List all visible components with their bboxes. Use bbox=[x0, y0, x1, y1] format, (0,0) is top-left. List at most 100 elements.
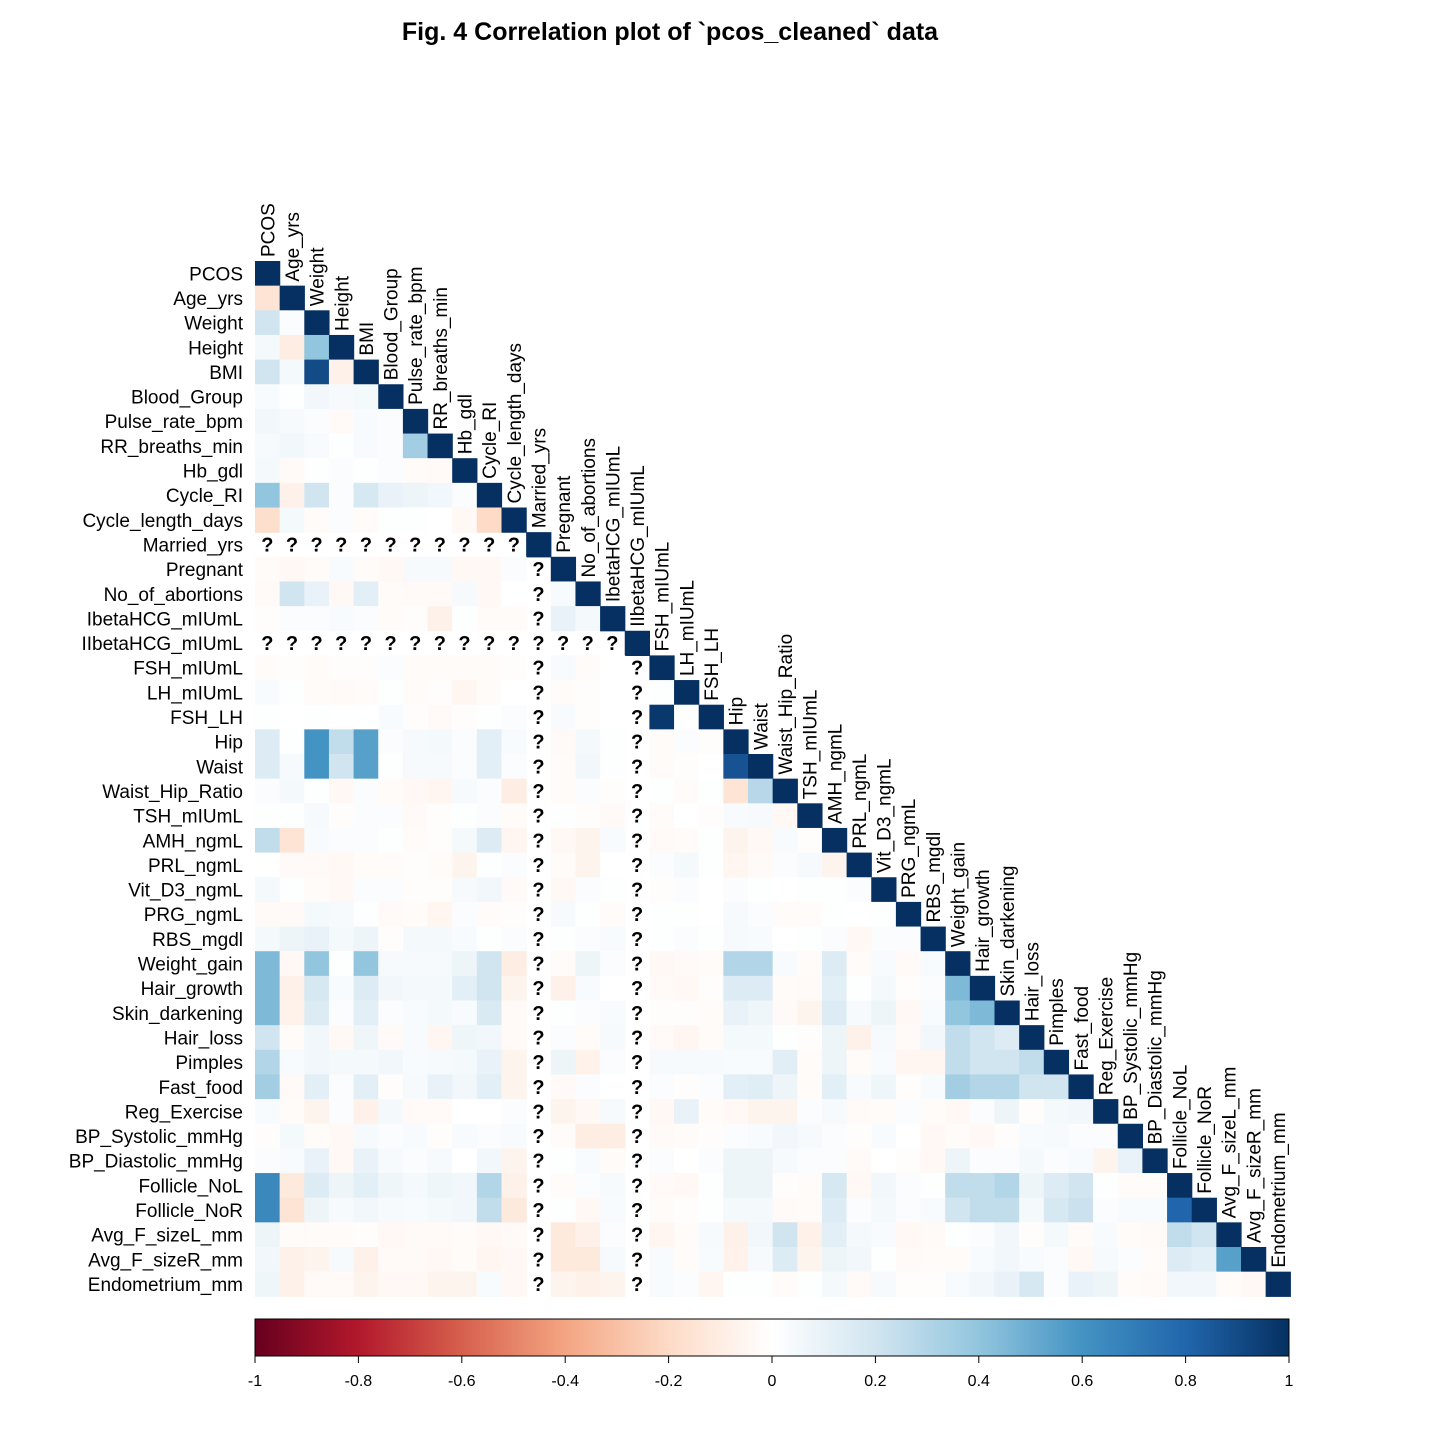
column-label: RBS_mgdl bbox=[924, 832, 945, 923]
missing-cell-mark: ? bbox=[532, 830, 544, 852]
missing-cell-mark: ? bbox=[631, 1151, 643, 1173]
heatmap-cell bbox=[698, 1173, 724, 1199]
heatmap-cell bbox=[945, 1025, 971, 1051]
heatmap-cell bbox=[550, 852, 577, 878]
heatmap-cell bbox=[255, 482, 281, 509]
colorbar-tick-label: 0 bbox=[768, 1373, 777, 1390]
heatmap-cell bbox=[674, 1074, 700, 1100]
heatmap-cell bbox=[402, 581, 429, 607]
heatmap-cell bbox=[1191, 1271, 1217, 1297]
heatmap-cell bbox=[378, 754, 404, 780]
heatmap-cell bbox=[279, 359, 305, 385]
heatmap-cell bbox=[674, 1049, 700, 1076]
heatmap-cell bbox=[723, 1025, 749, 1051]
heatmap-cell bbox=[353, 1247, 379, 1273]
heatmap-cell bbox=[723, 1123, 749, 1149]
heatmap-cell bbox=[575, 901, 601, 928]
heatmap-cell bbox=[600, 951, 626, 977]
heatmap-cell bbox=[895, 901, 922, 928]
heatmap-cell bbox=[255, 680, 281, 706]
heatmap-cell bbox=[772, 1197, 798, 1223]
heatmap-cell bbox=[476, 951, 503, 977]
heatmap-cell bbox=[402, 778, 429, 804]
heatmap-cell bbox=[1093, 1123, 1119, 1149]
heatmap-cell bbox=[476, 1222, 503, 1248]
colorbar-tick-label: 0.2 bbox=[864, 1373, 886, 1390]
heatmap-cell bbox=[328, 1074, 355, 1100]
heatmap-cell bbox=[427, 901, 453, 928]
heatmap-cell bbox=[353, 1123, 379, 1149]
heatmap-cell bbox=[304, 827, 330, 854]
heatmap-cell bbox=[772, 1271, 798, 1297]
heatmap-cell bbox=[1142, 1247, 1168, 1273]
heatmap-cell bbox=[945, 1049, 971, 1076]
heatmap-cell bbox=[624, 630, 650, 656]
heatmap-cell bbox=[846, 901, 872, 928]
heatmap-cell bbox=[698, 1247, 724, 1273]
heatmap-cell bbox=[600, 827, 626, 854]
heatmap-cell bbox=[748, 778, 774, 804]
heatmap-cell bbox=[328, 827, 355, 854]
row-label: Skin_darkening bbox=[112, 1004, 243, 1025]
heatmap-cell bbox=[402, 1197, 429, 1223]
row-label: PRL_ngmL bbox=[148, 856, 243, 877]
row-label: FSH_mIUmL bbox=[133, 659, 243, 680]
heatmap-cell bbox=[427, 606, 453, 632]
heatmap-cell bbox=[674, 704, 700, 730]
heatmap-cell bbox=[279, 901, 305, 928]
heatmap-cell bbox=[279, 877, 305, 903]
colorbar: -1 -0.8 -0.6 -0.4 -0.2 0 0.2 0.4 0.6 0.8 1 bbox=[248, 1318, 1294, 1390]
row-label: Follicle_NoR bbox=[135, 1201, 243, 1222]
heatmap-cell bbox=[575, 606, 601, 632]
heatmap-cell bbox=[821, 1222, 848, 1248]
column-label: Fast_food bbox=[1072, 986, 1093, 1071]
row-label: Hair_growth bbox=[141, 979, 243, 1000]
heatmap-cell bbox=[304, 803, 330, 829]
heatmap-cell bbox=[649, 1173, 675, 1199]
heatmap-cell bbox=[378, 1099, 404, 1125]
heatmap-cell bbox=[723, 926, 749, 952]
heatmap-cell bbox=[427, 877, 453, 903]
heatmap-cell bbox=[797, 877, 823, 903]
heatmap-cell bbox=[476, 482, 503, 509]
heatmap-cell bbox=[476, 827, 503, 854]
missing-cell-mark: ? bbox=[532, 1274, 544, 1296]
heatmap-cell bbox=[501, 1148, 527, 1174]
heatmap-cell bbox=[575, 778, 601, 804]
heatmap-cell bbox=[600, 606, 626, 632]
heatmap-cell bbox=[279, 606, 305, 632]
heatmap-cell bbox=[279, 926, 305, 952]
heatmap-cell bbox=[304, 778, 330, 804]
heatmap-cell bbox=[1142, 1148, 1168, 1174]
heatmap-cell bbox=[501, 1099, 527, 1125]
heatmap-cell bbox=[378, 1000, 404, 1026]
heatmap-cell bbox=[378, 507, 404, 533]
heatmap-cell bbox=[353, 926, 379, 952]
row-label: Endometrium_mm bbox=[88, 1275, 243, 1296]
missing-cell-mark: ? bbox=[631, 978, 643, 1000]
heatmap-cell bbox=[674, 680, 700, 706]
heatmap-cell bbox=[1019, 1247, 1045, 1273]
heatmap-cell bbox=[279, 1099, 305, 1125]
heatmap-cell bbox=[452, 1197, 478, 1223]
column-label: Cycle_length_days bbox=[505, 343, 526, 504]
heatmap-cell bbox=[649, 1099, 675, 1125]
heatmap-cell bbox=[1068, 1148, 1094, 1174]
heatmap-cell bbox=[797, 1222, 823, 1248]
heatmap-cell bbox=[797, 1000, 823, 1026]
heatmap-cell bbox=[255, 1074, 281, 1100]
heatmap-cell bbox=[575, 704, 601, 730]
heatmap-cell bbox=[969, 1148, 996, 1174]
heatmap-cell bbox=[550, 1123, 577, 1149]
heatmap-cell bbox=[969, 1222, 996, 1248]
heatmap-cell bbox=[797, 1074, 823, 1100]
missing-cell-mark: ? bbox=[532, 1126, 544, 1148]
heatmap-cell bbox=[402, 1025, 429, 1051]
missing-cell-mark: ? bbox=[261, 633, 273, 655]
heatmap-cell bbox=[674, 1000, 700, 1026]
heatmap-cell bbox=[402, 458, 429, 484]
column-label: FSH_LH bbox=[702, 628, 723, 701]
heatmap-cell bbox=[501, 827, 527, 854]
heatmap-cell bbox=[1043, 1049, 1070, 1076]
